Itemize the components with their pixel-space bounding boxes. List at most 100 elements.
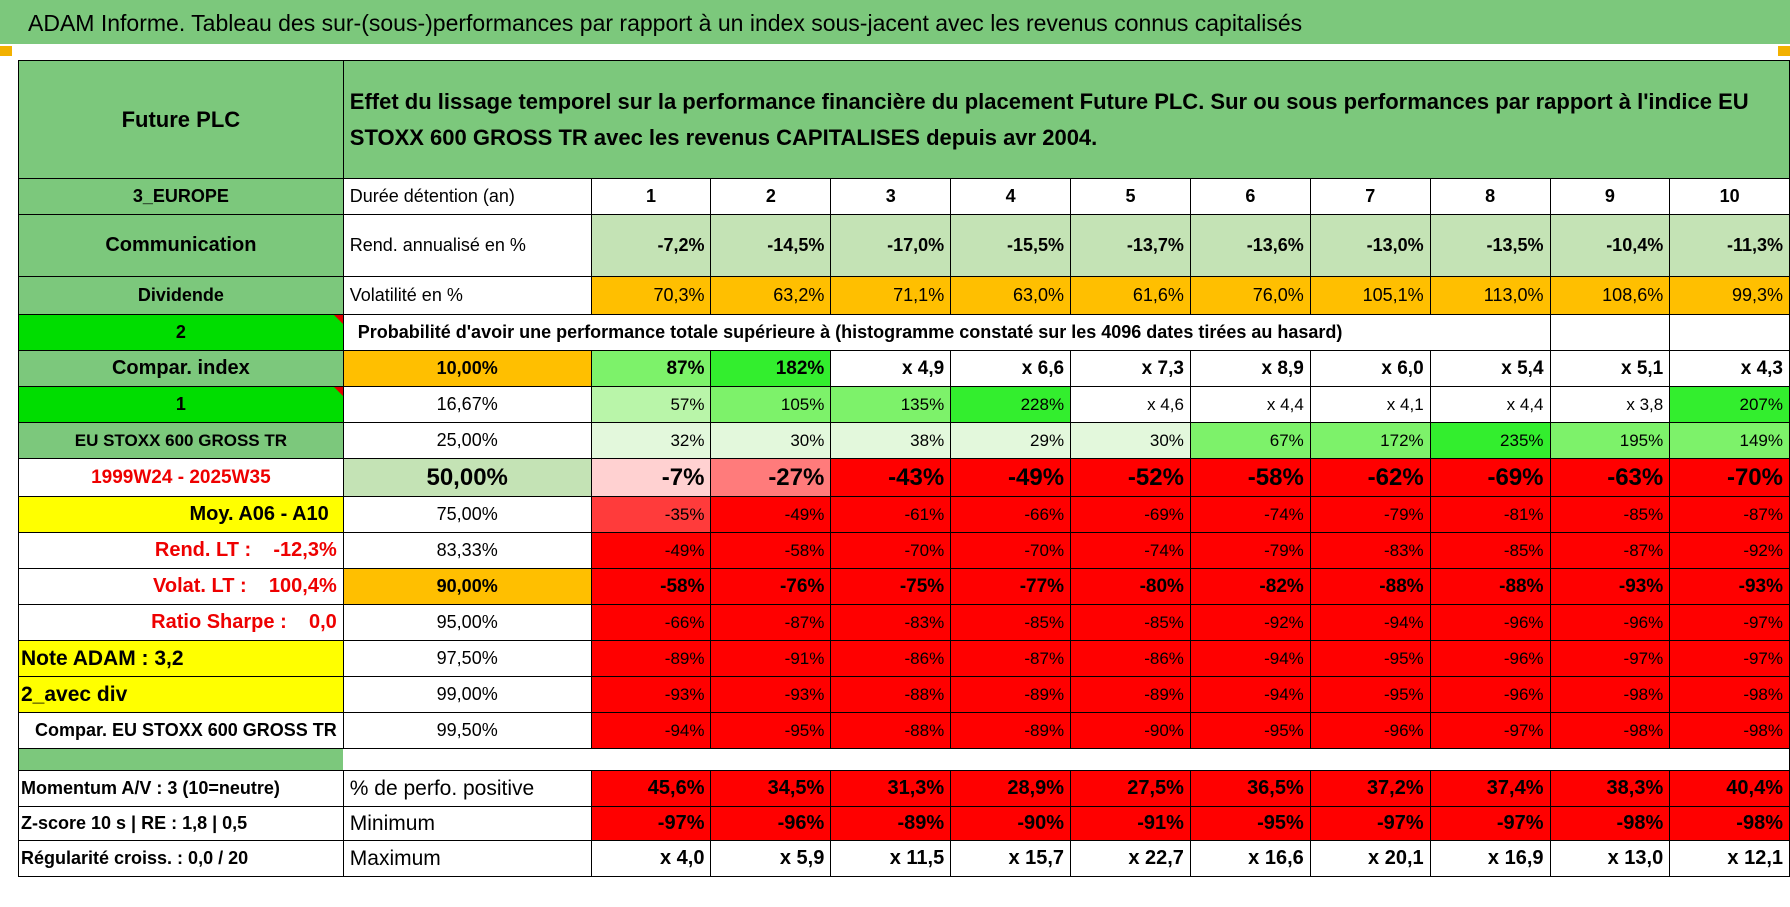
probability-cell: -80%: [1070, 568, 1191, 605]
compar-index-label: Compar. EU STOXX 600 GROSS TR: [18, 712, 344, 749]
duration-cell: 7: [1309, 178, 1431, 215]
probability-cell: -95%: [710, 712, 832, 749]
probability-cell: -35%: [590, 496, 712, 533]
probability-cell: 87%: [590, 350, 712, 387]
probability-cell: -97%: [1669, 604, 1790, 641]
probability-row: EU STOXX 600 GROSS TR 25,00% 32% 30% 38% 29% 3…: [18, 422, 1790, 459]
return-cell: -11,3%: [1669, 214, 1790, 277]
zscore-label: Z-score 10 s | RE : 1,8 | 0,5: [18, 806, 344, 841]
probability-cell: -58%: [1189, 458, 1311, 497]
compar-label: Compar. index: [18, 350, 344, 387]
probability-cell: -87%: [1549, 532, 1671, 569]
probability-cell: x 4,6: [1070, 386, 1191, 423]
region-label: 3_EUROPE: [18, 178, 344, 215]
probability-cell: -82%: [1189, 568, 1311, 605]
return-cell: -13,0%: [1309, 214, 1431, 277]
probability-cell: -58%: [710, 532, 832, 569]
probability-cell: -88%: [1309, 568, 1431, 605]
probability-cell: -94%: [590, 712, 712, 749]
duration-cell: 4: [950, 178, 1072, 215]
probability-cell: x 4,4: [1189, 386, 1311, 423]
income-type-label: Dividende: [18, 276, 344, 315]
probability-cell: -89%: [950, 676, 1072, 713]
return-cell: -14,5%: [710, 214, 832, 277]
moy-label: Moy. A06 - A10: [18, 496, 344, 533]
footer-cell: x 15,7: [950, 840, 1072, 877]
annualized-return-row: Communication Rend. annualisé en % -7,2%…: [18, 214, 1790, 277]
probability-row: 1999W24 - 2025W35 50,00% -7% -27% -43% -49% -5…: [18, 458, 1790, 497]
probability-cell: 30%: [1070, 422, 1191, 459]
footer-cell: -96%: [710, 806, 832, 841]
fund-name: Future PLC: [18, 60, 344, 179]
footer-cell: 31,3%: [830, 770, 952, 807]
probability-cell: -87%: [710, 604, 832, 641]
footer-cell: 37,4%: [1429, 770, 1551, 807]
probability-cell: -93%: [1549, 568, 1671, 605]
index-number: 1: [18, 386, 344, 423]
footer-cell: x 11,5: [830, 840, 952, 877]
probability-cell: -93%: [1669, 568, 1790, 605]
probability-cell: x 6,6: [950, 350, 1072, 387]
percentile-cell: 95,00%: [342, 604, 592, 641]
probability-cell: -70%: [830, 532, 952, 569]
percentile-cell: 10,00%: [342, 350, 592, 387]
probability-cell: -86%: [830, 640, 952, 677]
probability-cell: -69%: [1070, 496, 1191, 533]
probability-cell: -79%: [1189, 532, 1311, 569]
probability-cell: -87%: [1669, 496, 1790, 533]
probability-row: 1 16,67% 57% 105% 135% 228% x 4,6 x 4,4 x 4,1 x 4…: [18, 386, 1790, 423]
probability-cell: -89%: [590, 640, 712, 677]
probability-cell: x 5,1: [1549, 350, 1671, 387]
volatility-cell: 63,0%: [950, 276, 1072, 315]
separator-cell: [343, 748, 1790, 771]
probability-cell: -43%: [830, 458, 952, 497]
probability-cell: -92%: [1669, 532, 1790, 569]
probability-cell: -49%: [590, 532, 712, 569]
return-cell: -13,6%: [1189, 214, 1311, 277]
duration-cell: 6: [1189, 178, 1311, 215]
percentile-cell: 99,50%: [342, 712, 592, 749]
probability-cell: -63%: [1549, 458, 1671, 497]
probability-row: Ratio Sharpe : 0,0 95,00% -66% -87% -83% -85%…: [18, 604, 1790, 641]
footer-cell: x 16,6: [1189, 840, 1311, 877]
probability-cell: -95%: [1189, 712, 1311, 749]
probability-cell: -74%: [1070, 532, 1191, 569]
volatility-cell: 113,0%: [1429, 276, 1551, 315]
duration-cell: 1: [590, 178, 712, 215]
probability-cell: -96%: [1429, 640, 1551, 677]
probability-cell: -66%: [590, 604, 712, 641]
footer-cell: 28,9%: [950, 770, 1072, 807]
probability-cell: -70%: [950, 532, 1072, 569]
probability-cell: -96%: [1429, 676, 1551, 713]
footer-cell: -98%: [1549, 806, 1671, 841]
footer-cell: 40,4%: [1669, 770, 1790, 807]
table-description: Effet du lissage temporel sur la perform…: [342, 60, 1790, 179]
footer-cell: -91%: [1070, 806, 1191, 841]
sharpe-label: Ratio Sharpe : 0,0: [18, 604, 344, 641]
footer-cell: x 13,0: [1549, 840, 1671, 877]
probability-cell: 228%: [950, 386, 1072, 423]
duration-cell: 10: [1669, 178, 1790, 215]
return-cell: -7,2%: [590, 214, 712, 277]
row-label: Minimum: [342, 806, 592, 841]
probability-cell: -88%: [1429, 568, 1551, 605]
probability-cell: -90%: [1070, 712, 1191, 749]
corner-marker: [0, 46, 12, 56]
separator-row: [18, 748, 1790, 771]
probability-cell: -75%: [830, 568, 952, 605]
volatility-cell: 70,3%: [590, 276, 712, 315]
probability-cell: -76%: [710, 568, 832, 605]
probability-cell: -98%: [1549, 712, 1671, 749]
footer-cell: 38,3%: [1549, 770, 1671, 807]
probability-cell: -97%: [1669, 640, 1790, 677]
momentum-label: Momentum A/V : 3 (10=neutre): [18, 770, 344, 807]
percentile-cell: 97,50%: [342, 640, 592, 677]
perf-pos-row: Momentum A/V : 3 (10=neutre)% de perfo. …: [18, 770, 1790, 807]
row-label: Volatilité en %: [342, 276, 592, 315]
row-label: Maximum: [342, 840, 592, 877]
duration-cell: 5: [1070, 178, 1191, 215]
return-cell: -13,7%: [1070, 214, 1191, 277]
footer-cell: 27,5%: [1070, 770, 1191, 807]
volatility-cell: 99,3%: [1669, 276, 1790, 315]
probability-cell: x 4,3: [1669, 350, 1790, 387]
